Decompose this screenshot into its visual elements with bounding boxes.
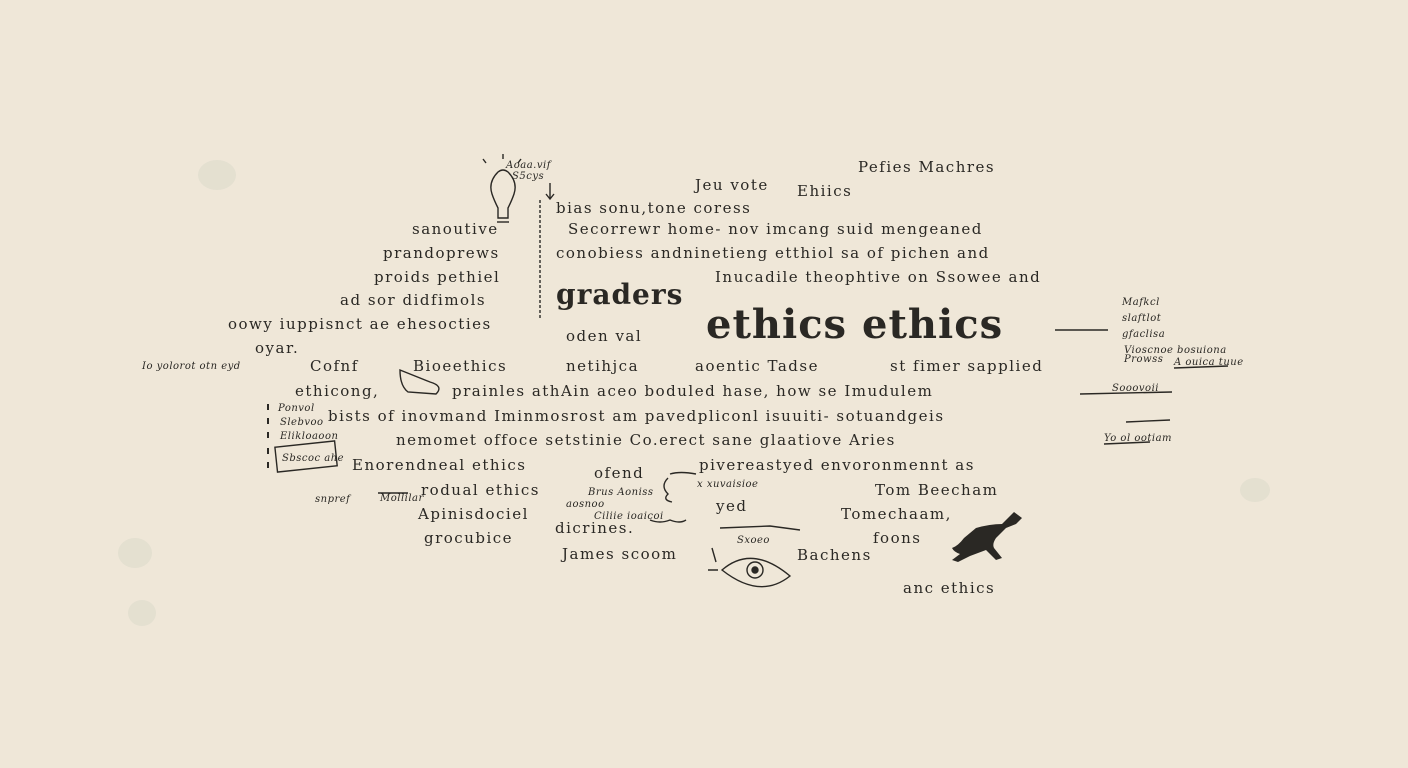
dog-icon bbox=[952, 512, 1022, 562]
collage-word: proids pethiel bbox=[374, 268, 501, 286]
collage-word: bias sonu,tone coress bbox=[556, 199, 752, 217]
collage-word: oden val bbox=[566, 327, 643, 345]
collage-word: Sxoeo bbox=[737, 535, 770, 546]
collage-word: Cofnf bbox=[310, 357, 359, 375]
collage-word: Slebvoo bbox=[280, 417, 324, 428]
collage-word: prandoprews bbox=[383, 244, 500, 262]
collage-word: pivereastyed envoronmennt as bbox=[699, 456, 975, 474]
collage-word: A ouica tuue bbox=[1174, 357, 1244, 368]
collage-word: anc ethics bbox=[903, 579, 996, 597]
collage-word: Brus Aoniss bbox=[588, 487, 654, 498]
collage-word: slaftlot bbox=[1122, 313, 1162, 324]
collage-word: Ponvol bbox=[278, 403, 315, 414]
collage-word: Bioeethics bbox=[413, 357, 508, 375]
hand-icon bbox=[399, 368, 440, 395]
collage-word: aoentic Tadse bbox=[695, 357, 819, 375]
collage-word: Aoaa.vif bbox=[506, 160, 551, 171]
collage-word: rodual ethics bbox=[421, 481, 540, 499]
collage-word: Mafkcl bbox=[1122, 297, 1160, 308]
collage-word: Tomechaam, bbox=[841, 505, 952, 523]
eye-icon bbox=[708, 525, 801, 588]
collage-word: Jeu vote bbox=[695, 176, 769, 194]
collage-word: x xuvaisioe bbox=[697, 479, 759, 490]
collage-word: Pefies Machres bbox=[858, 158, 996, 176]
collage-word: prainles athAin aceo boduled hase, how s… bbox=[452, 382, 934, 400]
collage-word: st fimer sapplied bbox=[890, 357, 1044, 375]
collage-word: conobiess andninetieng etthiol sa of pic… bbox=[556, 244, 990, 262]
stamp-box bbox=[274, 440, 338, 473]
collage-word: Sbscoc ahe bbox=[282, 453, 345, 464]
collage-word: foons bbox=[873, 529, 922, 547]
collage-word: Bachens bbox=[797, 546, 872, 564]
paper-stain bbox=[1240, 478, 1270, 502]
collage-word: netihjca bbox=[566, 357, 640, 375]
collage-word: Enorendneal ethics bbox=[352, 456, 527, 474]
collage-word: snpref bbox=[315, 494, 351, 505]
collage-word: Sooovoii bbox=[1112, 383, 1159, 394]
collage-word: ethicong, bbox=[295, 382, 380, 400]
brace-mark bbox=[663, 477, 673, 503]
collage-word: Inucadile theophtive on Ssowee and bbox=[715, 268, 1042, 286]
squiggle-mark bbox=[649, 519, 687, 523]
lightbulb-icon bbox=[482, 154, 522, 223]
collage-word: Elikloaoon bbox=[280, 431, 339, 442]
paper-stain bbox=[198, 160, 236, 190]
collage-word: James scoom bbox=[562, 545, 678, 563]
collage-word: ethics ethics bbox=[706, 301, 1004, 348]
collage-word: ofend bbox=[594, 464, 645, 482]
collage-word: nemomet offoce setstinie Co.erect sane g… bbox=[396, 431, 896, 449]
collage-word: grocubice bbox=[424, 529, 514, 547]
collage-word: bists of inovmand Iminmosrost am pavedpl… bbox=[328, 407, 945, 425]
collage-word: oyar. bbox=[255, 339, 300, 357]
collage-word: ad sor didfimols bbox=[340, 291, 487, 309]
collage-word: Prowss bbox=[1124, 354, 1164, 365]
collage-word: Ehiics bbox=[797, 182, 853, 200]
collage-word: Vioscnoe bosuiona bbox=[1124, 345, 1227, 356]
collage-word: Yo ol ootiam bbox=[1104, 433, 1173, 444]
collage-word: aosnoo bbox=[566, 499, 605, 510]
collage-word: Apinisdociel bbox=[418, 505, 529, 523]
collage-word: gfaclisa bbox=[1122, 329, 1166, 340]
collage-word: dicrines. bbox=[555, 519, 635, 537]
collage-word: oowy iuppisnct ae ehesocties bbox=[228, 315, 492, 333]
collage-word: Secorrewr home- nov imcang suid mengeane… bbox=[568, 220, 983, 238]
paper-stain bbox=[128, 600, 156, 626]
collage-word: yed bbox=[716, 497, 748, 515]
collage-word: S5cys bbox=[512, 171, 545, 182]
collage-word: Mollilar bbox=[380, 493, 424, 504]
collage-word: graders bbox=[556, 278, 684, 311]
collage-word: Ciliie ioaicoi bbox=[594, 511, 664, 522]
collage-word: sanoutive bbox=[412, 220, 499, 238]
collage-word: Io yolorot otn eyd bbox=[142, 361, 241, 372]
collage-word: Tom Beecham bbox=[875, 481, 999, 499]
paper-stain bbox=[118, 538, 152, 568]
